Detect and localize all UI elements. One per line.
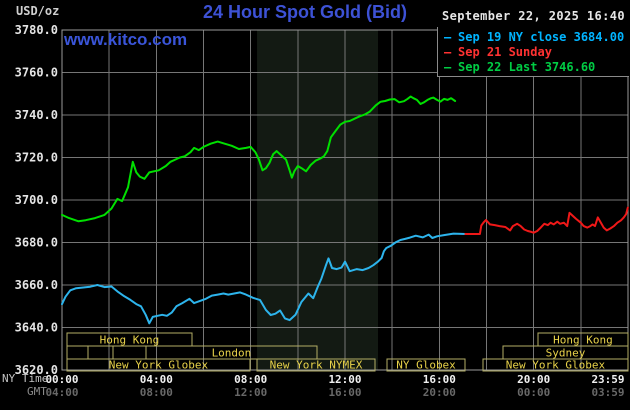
legend-dash-icon: – bbox=[444, 45, 452, 59]
session-box bbox=[66, 332, 193, 347]
x-axis-ny-tick-label: 04:00 bbox=[140, 373, 173, 386]
x-axis-gmt-tick-label: 00:00 bbox=[517, 386, 550, 399]
series-line-0 bbox=[61, 95, 457, 223]
x-axis-ny-tick-label: 20:00 bbox=[517, 373, 550, 386]
session-label: NY Globex bbox=[396, 359, 456, 372]
x-axis-gmt-tick-label: 03:59 bbox=[591, 386, 624, 399]
x-axis-ny-tick-label: 08:00 bbox=[234, 373, 267, 386]
session-label: Hong Kong bbox=[553, 334, 613, 347]
session-label: New York Globex bbox=[506, 359, 606, 372]
kitco-watermark-link[interactable]: www.kitco.com bbox=[64, 30, 188, 49]
series-line-2 bbox=[464, 206, 629, 235]
y-axis-tick-label: 3760.0 bbox=[15, 66, 58, 80]
session-label: Sydney bbox=[546, 347, 586, 360]
session-label: New York NYMEX bbox=[270, 359, 363, 372]
gmt-caption: GMT bbox=[27, 385, 47, 398]
x-axis-gmt-tick-label: 16:00 bbox=[328, 386, 361, 399]
y-axis-tick-label: 3720.0 bbox=[15, 151, 58, 165]
plot-border bbox=[61, 29, 629, 371]
ny-time-caption: NY Time bbox=[2, 372, 49, 385]
legend-label: Sep 21 Sunday bbox=[458, 45, 552, 59]
x-axis-ny-tick-label: 23:59 bbox=[591, 373, 624, 386]
y-axis-tick-label: 3640.0 bbox=[15, 321, 58, 335]
x-axis-ny-tick-label: 00:00 bbox=[45, 373, 78, 386]
y-axis-tick-label: 3700.0 bbox=[15, 193, 58, 207]
session-label: New York Globex bbox=[109, 359, 209, 372]
legend-dash-icon: – bbox=[444, 60, 452, 74]
page-title: 24 Hour Spot Gold (Bid) bbox=[203, 2, 407, 22]
y-axis-tick-label: 3680.0 bbox=[15, 236, 58, 250]
y-axis-tick-label: 3660.0 bbox=[15, 278, 58, 292]
y-axis-tick-label: 3780.0 bbox=[15, 23, 58, 37]
session-box bbox=[386, 358, 466, 372]
legend-label: Sep 19 NY close 3684.00 bbox=[458, 30, 625, 44]
x-axis-gmt-tick-label: 20:00 bbox=[423, 386, 456, 399]
session-box bbox=[256, 358, 376, 372]
datetime-label: September 22, 2025 16:40 bbox=[442, 9, 625, 23]
unit-label: USD/oz bbox=[16, 4, 60, 18]
x-axis-gmt-tick-label: 12:00 bbox=[234, 386, 267, 399]
x-axis-ny-tick-label: 12:00 bbox=[328, 373, 361, 386]
legend-item-2: – Sep 22 Last 3746.60 bbox=[438, 60, 629, 75]
legend: – Sep 19 NY close 3684.00– Sep 21 Sunday – S… bbox=[437, 27, 629, 77]
legend-item-1: – Sep 21 Sunday bbox=[438, 45, 629, 60]
x-axis-gmt-tick-label: 08:00 bbox=[140, 386, 173, 399]
y-axis-tick-label: 3740.0 bbox=[15, 108, 58, 122]
legend-dash-icon: – bbox=[444, 30, 452, 44]
x-axis-gmt-tick-label: 04:00 bbox=[45, 386, 78, 399]
session-box bbox=[482, 358, 629, 372]
legend-label: Sep 22 Last 3746.60 bbox=[458, 60, 596, 74]
session-label: Hong Kong bbox=[100, 334, 160, 347]
session-label: London bbox=[212, 347, 252, 360]
series-line-1 bbox=[61, 232, 467, 325]
session-box bbox=[66, 358, 251, 372]
y-axis-tick-label: 3620.0 bbox=[15, 363, 58, 377]
legend-item-0: – Sep 19 NY close 3684.00 bbox=[438, 30, 629, 45]
session-box bbox=[66, 345, 89, 360]
x-axis-ny-tick-label: 16:00 bbox=[423, 373, 456, 386]
